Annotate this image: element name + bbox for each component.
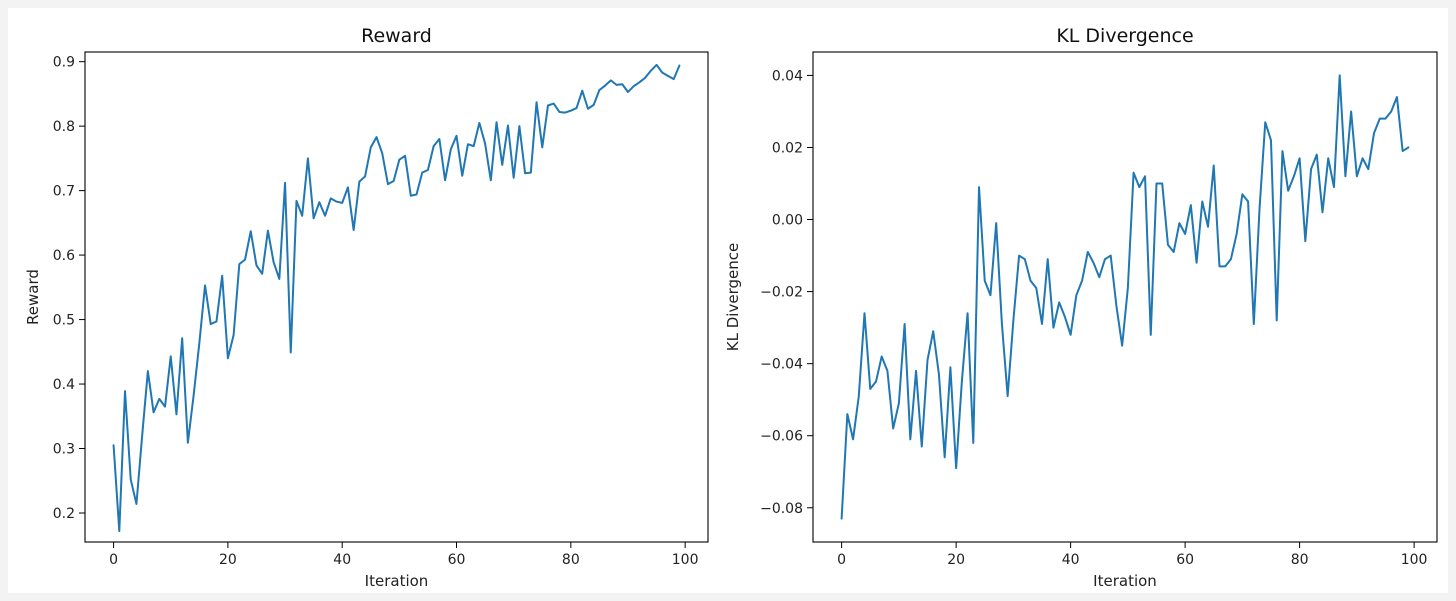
- figure: Reward 0 20 40 60 80 100 0.2 0.3 0.4 0.5 0.6 0.7 0.8 0…: [8, 8, 1448, 593]
- reward-y-tick-label: 0.7: [53, 184, 75, 200]
- reward-y-tick-label: 0.5: [53, 313, 75, 329]
- kl-y-tick-label: 0.02: [772, 140, 803, 156]
- kl-x-tick-label: 80: [1291, 552, 1309, 568]
- reward-x-tick-label: 60: [448, 552, 466, 568]
- kl-y-axis-label: KL Divergence: [724, 243, 742, 351]
- reward-y-tick-label: 0.2: [53, 506, 75, 522]
- kl-x-axis-label: Iteration: [1093, 572, 1157, 590]
- kl-series-line: [840, 74, 1410, 520]
- reward-y-tick-label: 0.4: [53, 377, 75, 393]
- kl-x-tick-label: 40: [1062, 552, 1080, 568]
- kl-y-tick-label: 0.04: [772, 68, 803, 84]
- kl-chart-title: KL Divergence: [1056, 25, 1193, 47]
- kl-x-tick-label: 0: [837, 552, 846, 568]
- kl-y-tick-label: −0.04: [760, 357, 803, 373]
- reward-y-tick-label: 0.3: [53, 442, 75, 458]
- kl-x-tick-label: 100: [1401, 552, 1428, 568]
- kl-plot-frame: [812, 51, 1438, 543]
- reward-x-tick-label: 20: [219, 552, 237, 568]
- reward-x-tick-label: 100: [672, 552, 699, 568]
- reward-chart: Reward 0 20 40 60 80 100 0.2 0.3 0.4 0.5 0.6 0.7 0.8 0…: [24, 25, 709, 590]
- kl-x-tick-label: 60: [1176, 552, 1194, 568]
- reward-x-tick-label: 80: [562, 552, 580, 568]
- kl-x-tick-label: 20: [947, 552, 965, 568]
- reward-y-axis-label: Reward: [24, 269, 42, 325]
- reward-y-tick-label: 0.8: [53, 119, 75, 135]
- figure-svg: Reward 0 20 40 60 80 100 0.2 0.3 0.4 0.5 0.6 0.7 0.8 0…: [24, 25, 1438, 590]
- kl-y-tick-label: −0.02: [760, 285, 803, 301]
- reward-y-tick-label: 0.6: [53, 248, 75, 264]
- reward-y-tick-label: 0.9: [53, 55, 75, 71]
- kl-y-tick-label: −0.06: [760, 429, 803, 445]
- kl-chart: KL Divergence 0 20 40 60 80 100 −0.08 −0.06 −0.04…: [724, 25, 1438, 590]
- reward-series-line: [112, 63, 681, 533]
- reward-x-tick-label: 0: [109, 552, 118, 568]
- reward-x-tick-label: 40: [333, 552, 351, 568]
- kl-y-tick-label: −0.08: [760, 501, 803, 517]
- reward-plot-frame: [84, 51, 709, 543]
- reward-x-axis-label: Iteration: [365, 572, 429, 590]
- reward-chart-title: Reward: [361, 25, 432, 47]
- kl-y-tick-label: 0.00: [772, 213, 803, 229]
